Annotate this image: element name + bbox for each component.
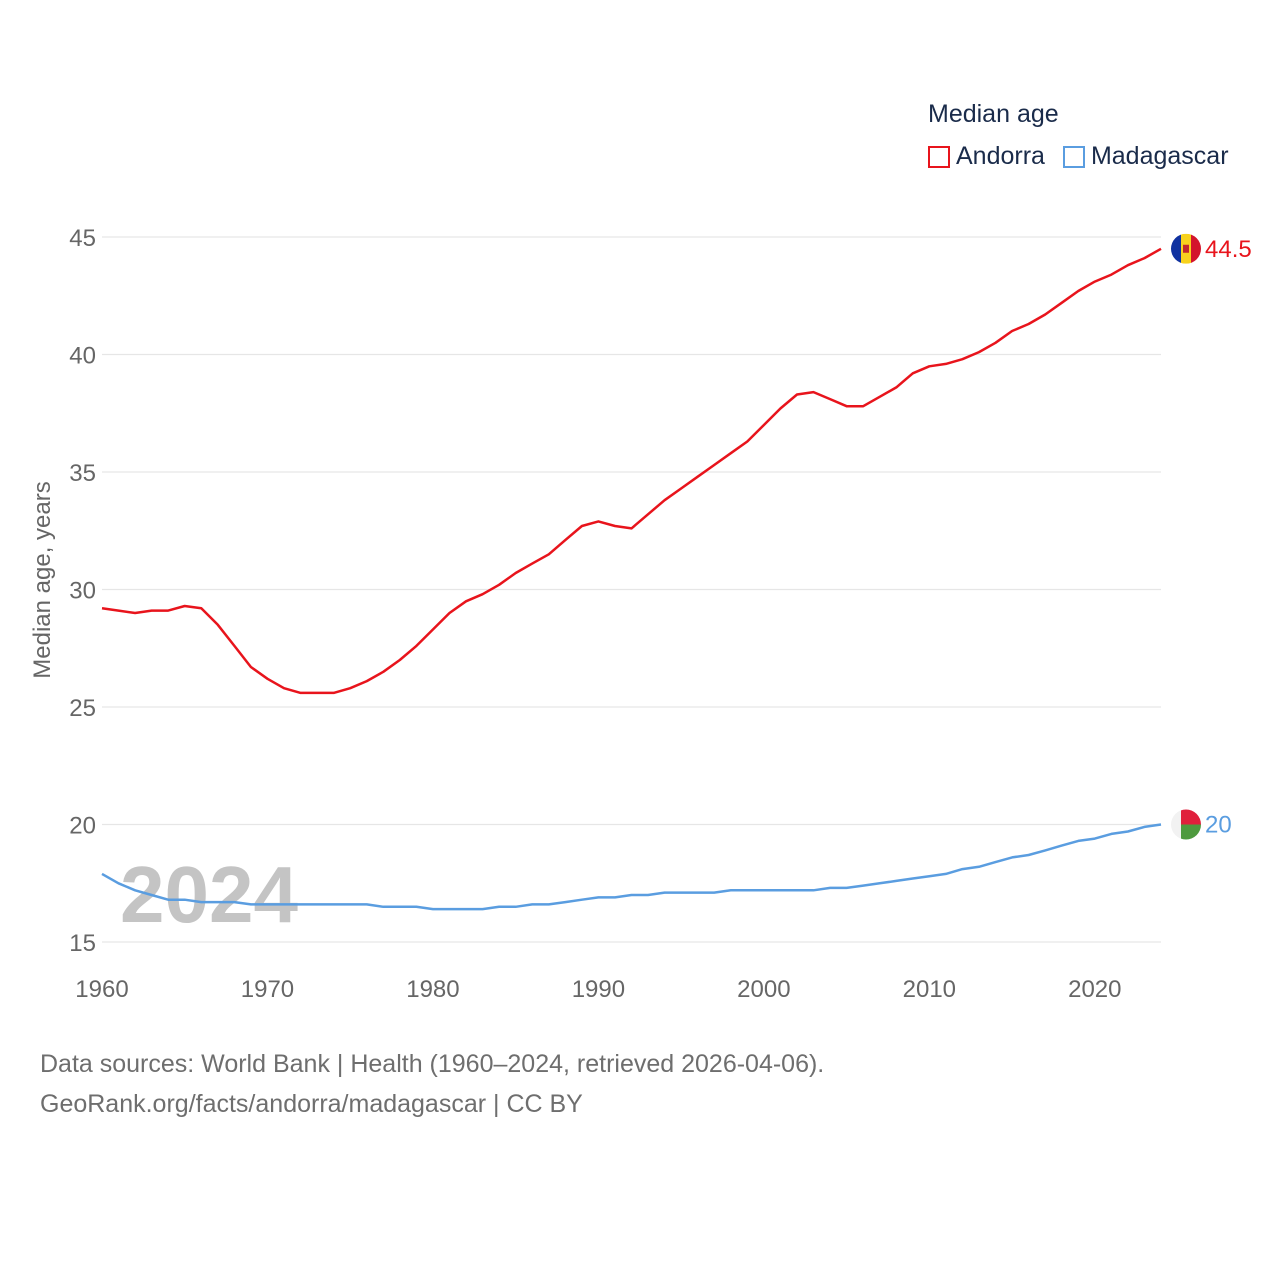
source-url-text[interactable]: GeoRank.org/facts/andorra/madagascar | C… xyxy=(40,1090,583,1118)
footer: Data sources: World Bank | Health (1960–… xyxy=(40,1044,824,1124)
end-label-andorra: 44.5 xyxy=(1205,236,1252,263)
x-tick-label: 1960 xyxy=(75,976,128,1003)
y-axis-label: Median age, years xyxy=(29,481,56,678)
x-tick-label: 1990 xyxy=(572,976,625,1003)
x-axis-ticks: 1960 1970 1980 1990 2000 2010 2020 xyxy=(75,976,1121,1003)
series-lines xyxy=(101,247,1162,911)
legend-swatch-andorra xyxy=(928,145,950,168)
legend: Andorra Madagascar xyxy=(928,142,1247,171)
y-axis-ticks: 15 20 25 30 35 40 45 xyxy=(69,225,96,957)
x-tick-label: 2010 xyxy=(903,976,956,1003)
end-label-madagascar: 20 xyxy=(1205,812,1232,839)
series-endpoints: 44.5 20 xyxy=(1171,233,1252,840)
x-tick-label: 1980 xyxy=(406,976,459,1003)
flag-madagascar-icon xyxy=(1171,809,1201,840)
y-tick-label: 15 xyxy=(69,930,96,957)
y-tick-label: 45 xyxy=(69,225,96,252)
data-sources-text: Data sources: World Bank | Health (1960–… xyxy=(40,1050,825,1078)
y-tick-label: 25 xyxy=(69,695,96,722)
legend-title: Median age xyxy=(928,100,1059,128)
gridlines xyxy=(102,236,1161,943)
x-tick-label: 1970 xyxy=(241,976,294,1003)
y-tick-label: 20 xyxy=(69,813,96,840)
series-line-andorra[interactable] xyxy=(101,247,1162,695)
legend-item-andorra[interactable]: Andorra xyxy=(928,142,1045,171)
legend-label-andorra: Andorra xyxy=(956,142,1045,170)
x-tick-label: 2000 xyxy=(737,976,790,1003)
legend-item-madagascar[interactable]: Madagascar xyxy=(1062,142,1229,171)
legend-swatch-madagascar xyxy=(1062,145,1085,168)
y-tick-label: 40 xyxy=(69,343,96,370)
x-tick-label: 2020 xyxy=(1068,976,1121,1003)
y-tick-label: 30 xyxy=(69,578,96,605)
legend-label-madagascar: Madagascar xyxy=(1090,142,1229,170)
y-tick-label: 35 xyxy=(69,460,96,487)
series-line-madagascar[interactable] xyxy=(101,823,1162,911)
flag-andorra-icon xyxy=(1171,233,1201,264)
